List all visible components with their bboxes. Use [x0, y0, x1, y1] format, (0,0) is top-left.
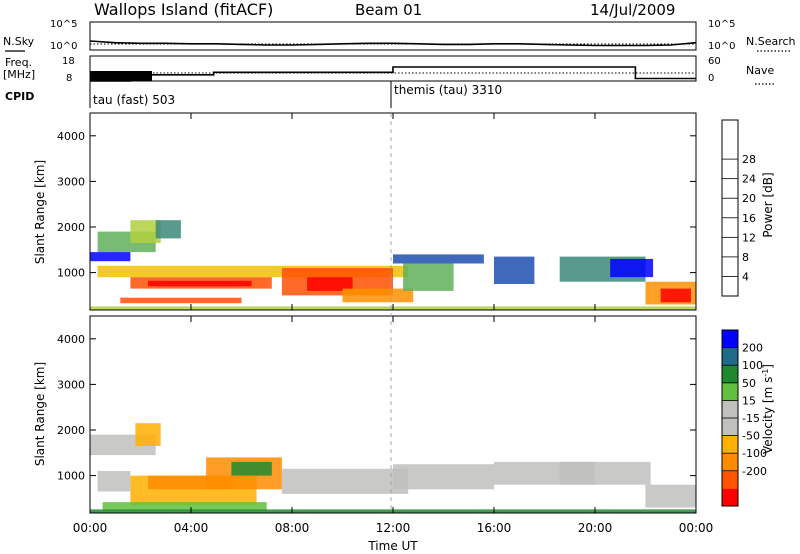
power-cell	[393, 254, 484, 264]
power-colorbar-label: 28	[742, 153, 756, 166]
x-tick-label: 00:00	[679, 521, 714, 535]
velocity-colorbar-swatch	[722, 470, 738, 489]
velocity-colorbar-label: -15	[742, 412, 760, 425]
power-colorbar-label: 24	[742, 173, 756, 186]
power-colorbar-label: 4	[742, 270, 749, 283]
site-title: Wallops Island (fitACF)	[94, 0, 273, 19]
power-ytick-label: 4000	[57, 130, 85, 143]
nsky-label: N.Sky	[3, 35, 35, 48]
power-cell	[494, 256, 535, 284]
power-cell	[155, 220, 181, 239]
noise-ytick-bottom-left: 10^0	[50, 41, 77, 52]
power-cell	[403, 263, 454, 291]
noise-ytick-top-left: 10^5	[50, 19, 77, 30]
velocity-colorbar-swatch	[722, 365, 738, 384]
nsearch-label: N.Search	[746, 35, 796, 48]
power-cell	[120, 297, 242, 304]
velocity-colorbar-swatch	[722, 347, 738, 366]
power-colorbar-label: 8	[742, 251, 749, 264]
x-tick-label: 12:00	[376, 521, 411, 535]
noise-ytick-bottom-right: 10^0	[708, 41, 735, 52]
velocity-panel: 1000 2000 3000 4000 Slant Range [km] 200 100…	[33, 315, 776, 514]
velocity-cell	[97, 471, 131, 492]
frequency-series-line	[90, 66, 696, 82]
power-cell	[610, 258, 654, 278]
beam-title: Beam 01	[355, 1, 422, 19]
power-colorbar-label: 12	[742, 231, 756, 244]
power-panel: 1000 2000 3000 4000 Slant Range [km] 4 8 12 16…	[33, 112, 775, 311]
power-cell	[342, 288, 414, 303]
x-tick-label: 00:00	[73, 521, 108, 535]
cpid-strip: tau (fast) 503 themis (tau) 3310	[89, 81, 502, 108]
velocity-ytick-label: 4000	[57, 333, 85, 346]
freq-unit-label: [MHz]	[3, 68, 35, 81]
power-colorbar-frame	[721, 119, 739, 297]
noise-panel: 10^5 10^0 10^5 10^0	[50, 19, 735, 52]
x-tick-label: 20:00	[578, 521, 613, 535]
cpid-segment-2: themis (tau) 3310	[394, 83, 502, 97]
nave-ytick-top-right: 60	[708, 56, 721, 67]
velocity-colorbar-label: -200	[742, 465, 767, 478]
velocity-ytick-label: 2000	[57, 424, 85, 437]
power-cell	[130, 220, 161, 243]
velocity-colorbar-swatch	[722, 400, 738, 419]
velocity-cell	[645, 484, 696, 508]
noise-series-line	[89, 40, 697, 47]
velocity-cell	[393, 464, 494, 490]
velocity-colorbar-label: 100	[742, 359, 763, 372]
velocity-colorbar-swatch	[722, 382, 738, 401]
velocity-ylabel: Slant Range [km]	[33, 362, 47, 466]
velocity-colorbar-label: 200	[742, 342, 763, 355]
velocity-colorbar-swatch	[722, 488, 738, 507]
early-frequency-block	[90, 71, 152, 81]
freq-ytick-top-left: 18	[62, 56, 75, 67]
power-cell	[97, 265, 409, 278]
nave-ytick-bottom-right: 0	[708, 73, 714, 84]
power-ytick-label: 2000	[57, 221, 85, 234]
power-colorbar-label: 20	[742, 192, 756, 205]
power-cell	[148, 280, 252, 287]
velocity-cell	[281, 468, 409, 494]
velocity-colorbar-label: 15	[742, 394, 756, 407]
noise-ytick-top-right: 10^5	[708, 19, 735, 30]
velocity-colorbar-swatch	[722, 418, 738, 437]
x-tick-label: 16:00	[477, 521, 512, 535]
power-cell	[660, 288, 691, 303]
cpid-label: CPID	[5, 90, 34, 103]
power-ylabel: Slant Range [km]	[33, 160, 47, 264]
velocity-ytick-label: 3000	[57, 378, 85, 391]
x-axis-title: Time UT	[367, 539, 418, 553]
date-title: 14/Jul/2009	[590, 1, 675, 19]
velocity-cell	[135, 423, 161, 446]
velocity-colorbar-swatch	[722, 453, 738, 472]
freq-ytick-bottom-left: 8	[66, 73, 72, 84]
velocity-cell	[102, 502, 267, 511]
frequency-panel: 18 8 60 0	[62, 55, 721, 84]
power-cell	[307, 277, 353, 291]
freq-label: Freq.	[5, 56, 32, 69]
velocity-colorbar-swatch	[722, 330, 738, 349]
x-tick-label: 08:00	[275, 521, 310, 535]
cpid-segment-1: tau (fast) 503	[93, 93, 175, 107]
x-tick-label: 04:00	[174, 521, 209, 535]
power-ytick-label: 1000	[57, 267, 85, 280]
power-colorbar-label: Power [dB]	[761, 172, 775, 237]
velocity-colorbar-label: Velocity [m s-1]	[761, 364, 776, 454]
velocity-colorbar-label: -50	[742, 430, 760, 443]
velocity-colorbar-swatch	[722, 435, 738, 454]
velocity-cell	[559, 461, 651, 485]
nave-label: Nave	[746, 64, 774, 77]
velocity-colorbar-label: -100	[742, 447, 767, 460]
power-colorbar-label: 16	[742, 212, 756, 225]
power-cell	[90, 252, 131, 262]
velocity-cell	[231, 461, 272, 476]
velocity-colorbar-label: 50	[742, 377, 756, 390]
power-ytick-label: 3000	[57, 175, 85, 188]
velocity-ytick-label: 1000	[57, 470, 85, 483]
